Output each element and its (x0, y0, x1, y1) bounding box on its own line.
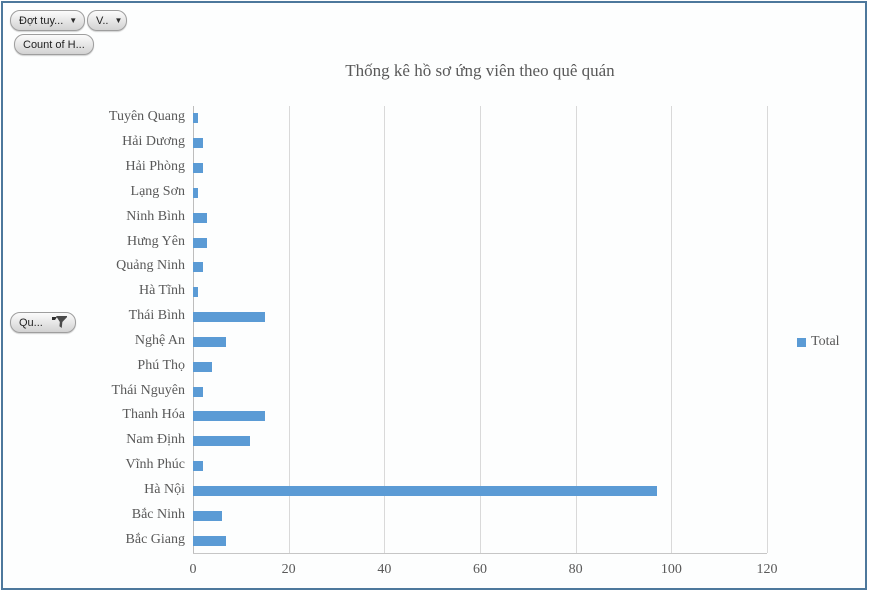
pivot-chart-frame: Đợt tuy... ▼ V.. ▼ Count of H... Qu... T… (1, 1, 867, 590)
chart-bar (193, 386, 203, 397)
gridline (480, 106, 481, 553)
chart-title: Thống kê hồ sơ ứng viên theo quê quán (345, 61, 615, 80)
gridline (671, 106, 672, 553)
chevron-down-icon[interactable]: ▼ (69, 15, 78, 25)
plot-area (193, 106, 768, 554)
category-label: Quảng Ninh (116, 258, 185, 274)
pivot-field-button-label: Đợt tuy... (19, 14, 64, 27)
pivot-field-button-dot-tuyen[interactable]: Đợt tuy... ▼ (10, 10, 85, 31)
category-label: Thanh Hóa (122, 407, 185, 423)
chevron-down-icon[interactable]: ▼ (114, 15, 123, 25)
category-label: Lạng Sơn (130, 183, 185, 199)
legend-label: Total (811, 334, 840, 349)
pivot-field-button-label: V.. (96, 14, 109, 27)
pivot-field-button-count-of-h[interactable]: Count of H... (14, 34, 94, 55)
chart-bar (193, 138, 203, 149)
category-label: Hưng Yên (126, 233, 185, 249)
category-label: Thái Bình (128, 308, 185, 324)
category-label: Vĩnh Phúc (125, 457, 186, 473)
chart-bar (193, 163, 203, 174)
category-label: Hà Tĩnh (138, 283, 185, 299)
category-label: Nam Định (126, 432, 185, 448)
legend-swatch (797, 337, 806, 347)
category-label: Thái Nguyên (111, 382, 185, 398)
chart-bar (193, 485, 657, 496)
chart-bar (193, 411, 265, 422)
x-tick-label: 20 (281, 562, 296, 577)
chart-bar (193, 436, 250, 447)
gridline (289, 106, 290, 553)
chart-bar (193, 262, 203, 273)
x-tick-label: 100 (660, 562, 682, 577)
category-label: Hải Dương (122, 134, 185, 150)
chart-bar (193, 113, 198, 124)
chart-bar (193, 361, 212, 372)
chart-bar (193, 212, 207, 223)
chart-bar (193, 237, 207, 248)
pivot-field-button-label: Count of H... (23, 38, 85, 51)
category-label: Phú Thọ (137, 357, 185, 373)
pivot-field-button-qu[interactable]: Qu... (10, 312, 76, 333)
category-label: Nghệ An (134, 332, 185, 348)
category-label: Ninh Bình (126, 208, 185, 224)
pivot-field-button-label: Qu... (19, 316, 43, 329)
chart-bar (193, 187, 198, 198)
gridline (384, 106, 385, 553)
category-label: Hà Nội (144, 481, 185, 497)
category-label: Hải Phòng (125, 159, 186, 175)
gridline (576, 106, 577, 553)
x-tick-label: 60 (473, 562, 487, 577)
chart-bar (193, 336, 226, 347)
chart-bar (193, 287, 198, 298)
x-tick-label: 80 (568, 562, 583, 577)
pivot-field-button-v[interactable]: V.. ▼ (87, 10, 127, 31)
category-label: Bắc Ninh (131, 506, 185, 522)
chart-bar (193, 461, 203, 472)
category-label: Tuyên Quang (108, 109, 185, 125)
chart-bar (193, 510, 222, 521)
gridline (193, 106, 194, 553)
filter-funnel-icon[interactable] (51, 316, 67, 329)
gridline (767, 106, 768, 553)
category-label: Bắc Giang (125, 531, 185, 547)
x-tick-label: 40 (377, 562, 392, 577)
legend: Total (797, 334, 840, 350)
x-tick-label: 0 (189, 562, 197, 577)
chart-bar (193, 312, 265, 323)
chart-bar (193, 535, 226, 546)
x-tick-label: 120 (756, 562, 778, 577)
